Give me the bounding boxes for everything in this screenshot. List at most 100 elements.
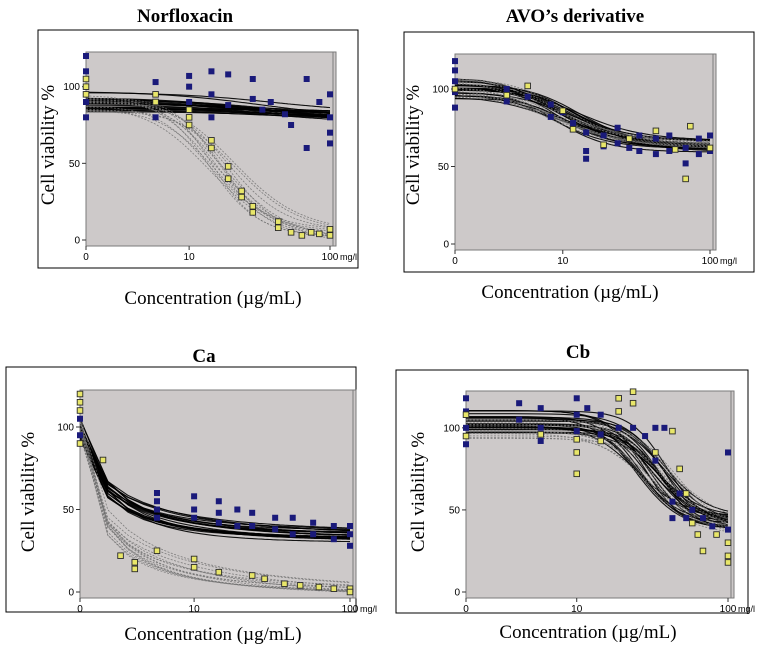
data-point-blue xyxy=(661,424,668,431)
curve-yellow xyxy=(86,111,330,234)
chart-title: Cb xyxy=(566,342,590,363)
data-point-blue xyxy=(600,132,607,139)
data-point-blue xyxy=(452,67,458,74)
data-point-yellow xyxy=(626,135,633,142)
y-tick-label: 0 xyxy=(68,588,74,599)
data-point-blue xyxy=(153,514,160,521)
data-point-blue xyxy=(683,515,690,522)
data-point-blue xyxy=(310,531,317,538)
curve-blue xyxy=(86,99,330,115)
data-point-yellow xyxy=(152,91,159,98)
data-point-blue xyxy=(652,151,659,158)
data-point-yellow xyxy=(208,137,215,144)
data-point-blue xyxy=(570,120,577,127)
curve-yellow xyxy=(86,100,331,224)
data-point-blue xyxy=(272,514,279,521)
data-point-blue xyxy=(725,526,731,533)
data-point-blue xyxy=(614,140,621,147)
data-point-yellow xyxy=(248,572,256,579)
curve-blue xyxy=(466,409,729,516)
data-point-blue xyxy=(709,523,716,530)
data-point-blue xyxy=(153,490,160,496)
y-tick-label: 0 xyxy=(74,236,80,247)
data-point-yellow xyxy=(629,399,637,407)
data-point-blue xyxy=(524,93,531,100)
y-tick-label: 100 xyxy=(443,423,460,434)
curve-blue xyxy=(86,106,330,113)
data-point-blue xyxy=(695,151,702,158)
data-point-yellow xyxy=(82,75,90,83)
points-yellow xyxy=(76,390,354,596)
curve-blue xyxy=(466,413,729,512)
x-axis-label: Concentration (µg/mL) xyxy=(481,282,658,303)
data-point-blue xyxy=(77,432,83,439)
curve-yellow xyxy=(455,93,710,146)
data-point-blue xyxy=(537,405,544,412)
data-point-blue xyxy=(463,395,469,402)
data-point-yellow xyxy=(652,449,659,456)
data-point-blue xyxy=(152,114,159,121)
data-point-blue xyxy=(327,140,333,147)
data-point-blue xyxy=(330,523,337,529)
data-point-yellow xyxy=(76,407,84,414)
data-point-blue xyxy=(669,498,676,505)
data-point-yellow xyxy=(298,232,306,239)
data-point-blue xyxy=(267,99,274,105)
data-point-blue xyxy=(547,113,554,120)
data-point-blue xyxy=(191,493,198,500)
data-point-blue xyxy=(537,424,544,431)
points-yellow xyxy=(451,82,714,183)
data-point-blue xyxy=(583,129,590,136)
y-tick-label: 50 xyxy=(63,505,75,516)
data-point-blue xyxy=(666,132,673,139)
y-tick-label: 0 xyxy=(443,240,449,251)
data-point-blue xyxy=(537,437,544,444)
curve-yellow xyxy=(86,102,331,228)
data-point-blue xyxy=(573,395,580,402)
x-unit-label: mg/l xyxy=(360,604,377,614)
data-point-blue xyxy=(725,449,731,456)
data-point-blue xyxy=(452,58,458,65)
data-point-blue xyxy=(327,91,333,98)
data-point-yellow xyxy=(615,395,622,402)
chart-title: Ca xyxy=(192,346,216,367)
data-point-blue xyxy=(215,519,222,526)
data-point-yellow xyxy=(724,559,732,566)
data-point-yellow xyxy=(346,588,354,596)
x-tick-label: 10 xyxy=(189,604,201,615)
data-point-blue xyxy=(642,433,649,440)
y-axis-label: Cell viability % xyxy=(18,432,39,552)
curve-blue xyxy=(455,88,710,150)
x-tick-label: 100 xyxy=(322,252,339,263)
x-tick-label: 100 xyxy=(702,256,719,267)
data-point-blue xyxy=(597,411,604,418)
data-point-yellow xyxy=(296,582,304,589)
data-point-yellow xyxy=(676,465,683,473)
data-point-blue xyxy=(215,498,222,505)
data-point-yellow xyxy=(238,187,245,195)
curve-yellow xyxy=(86,109,331,226)
data-point-yellow xyxy=(281,580,288,588)
data-point-blue xyxy=(615,424,622,431)
data-point-yellow xyxy=(153,547,161,555)
data-point-blue xyxy=(452,78,458,85)
x-axis-label: Concentration (µg/mL) xyxy=(124,288,301,309)
data-point-yellow xyxy=(724,539,732,547)
y-axis-label: Cell viability % xyxy=(408,432,429,552)
data-point-yellow xyxy=(190,555,198,563)
data-point-blue xyxy=(463,424,469,431)
data-point-yellow xyxy=(682,490,690,497)
data-point-blue xyxy=(516,416,523,423)
data-point-blue xyxy=(303,145,310,151)
data-point-yellow xyxy=(131,559,139,566)
data-point-yellow xyxy=(274,218,282,225)
data-point-blue xyxy=(695,135,702,142)
data-point-yellow xyxy=(131,565,139,573)
data-point-blue xyxy=(630,424,637,431)
data-point-blue xyxy=(249,95,256,102)
curve-yellow xyxy=(466,419,729,520)
curve-yellow xyxy=(466,424,729,526)
curve-yellow xyxy=(455,96,711,142)
x-tick-label: 0 xyxy=(77,604,83,615)
